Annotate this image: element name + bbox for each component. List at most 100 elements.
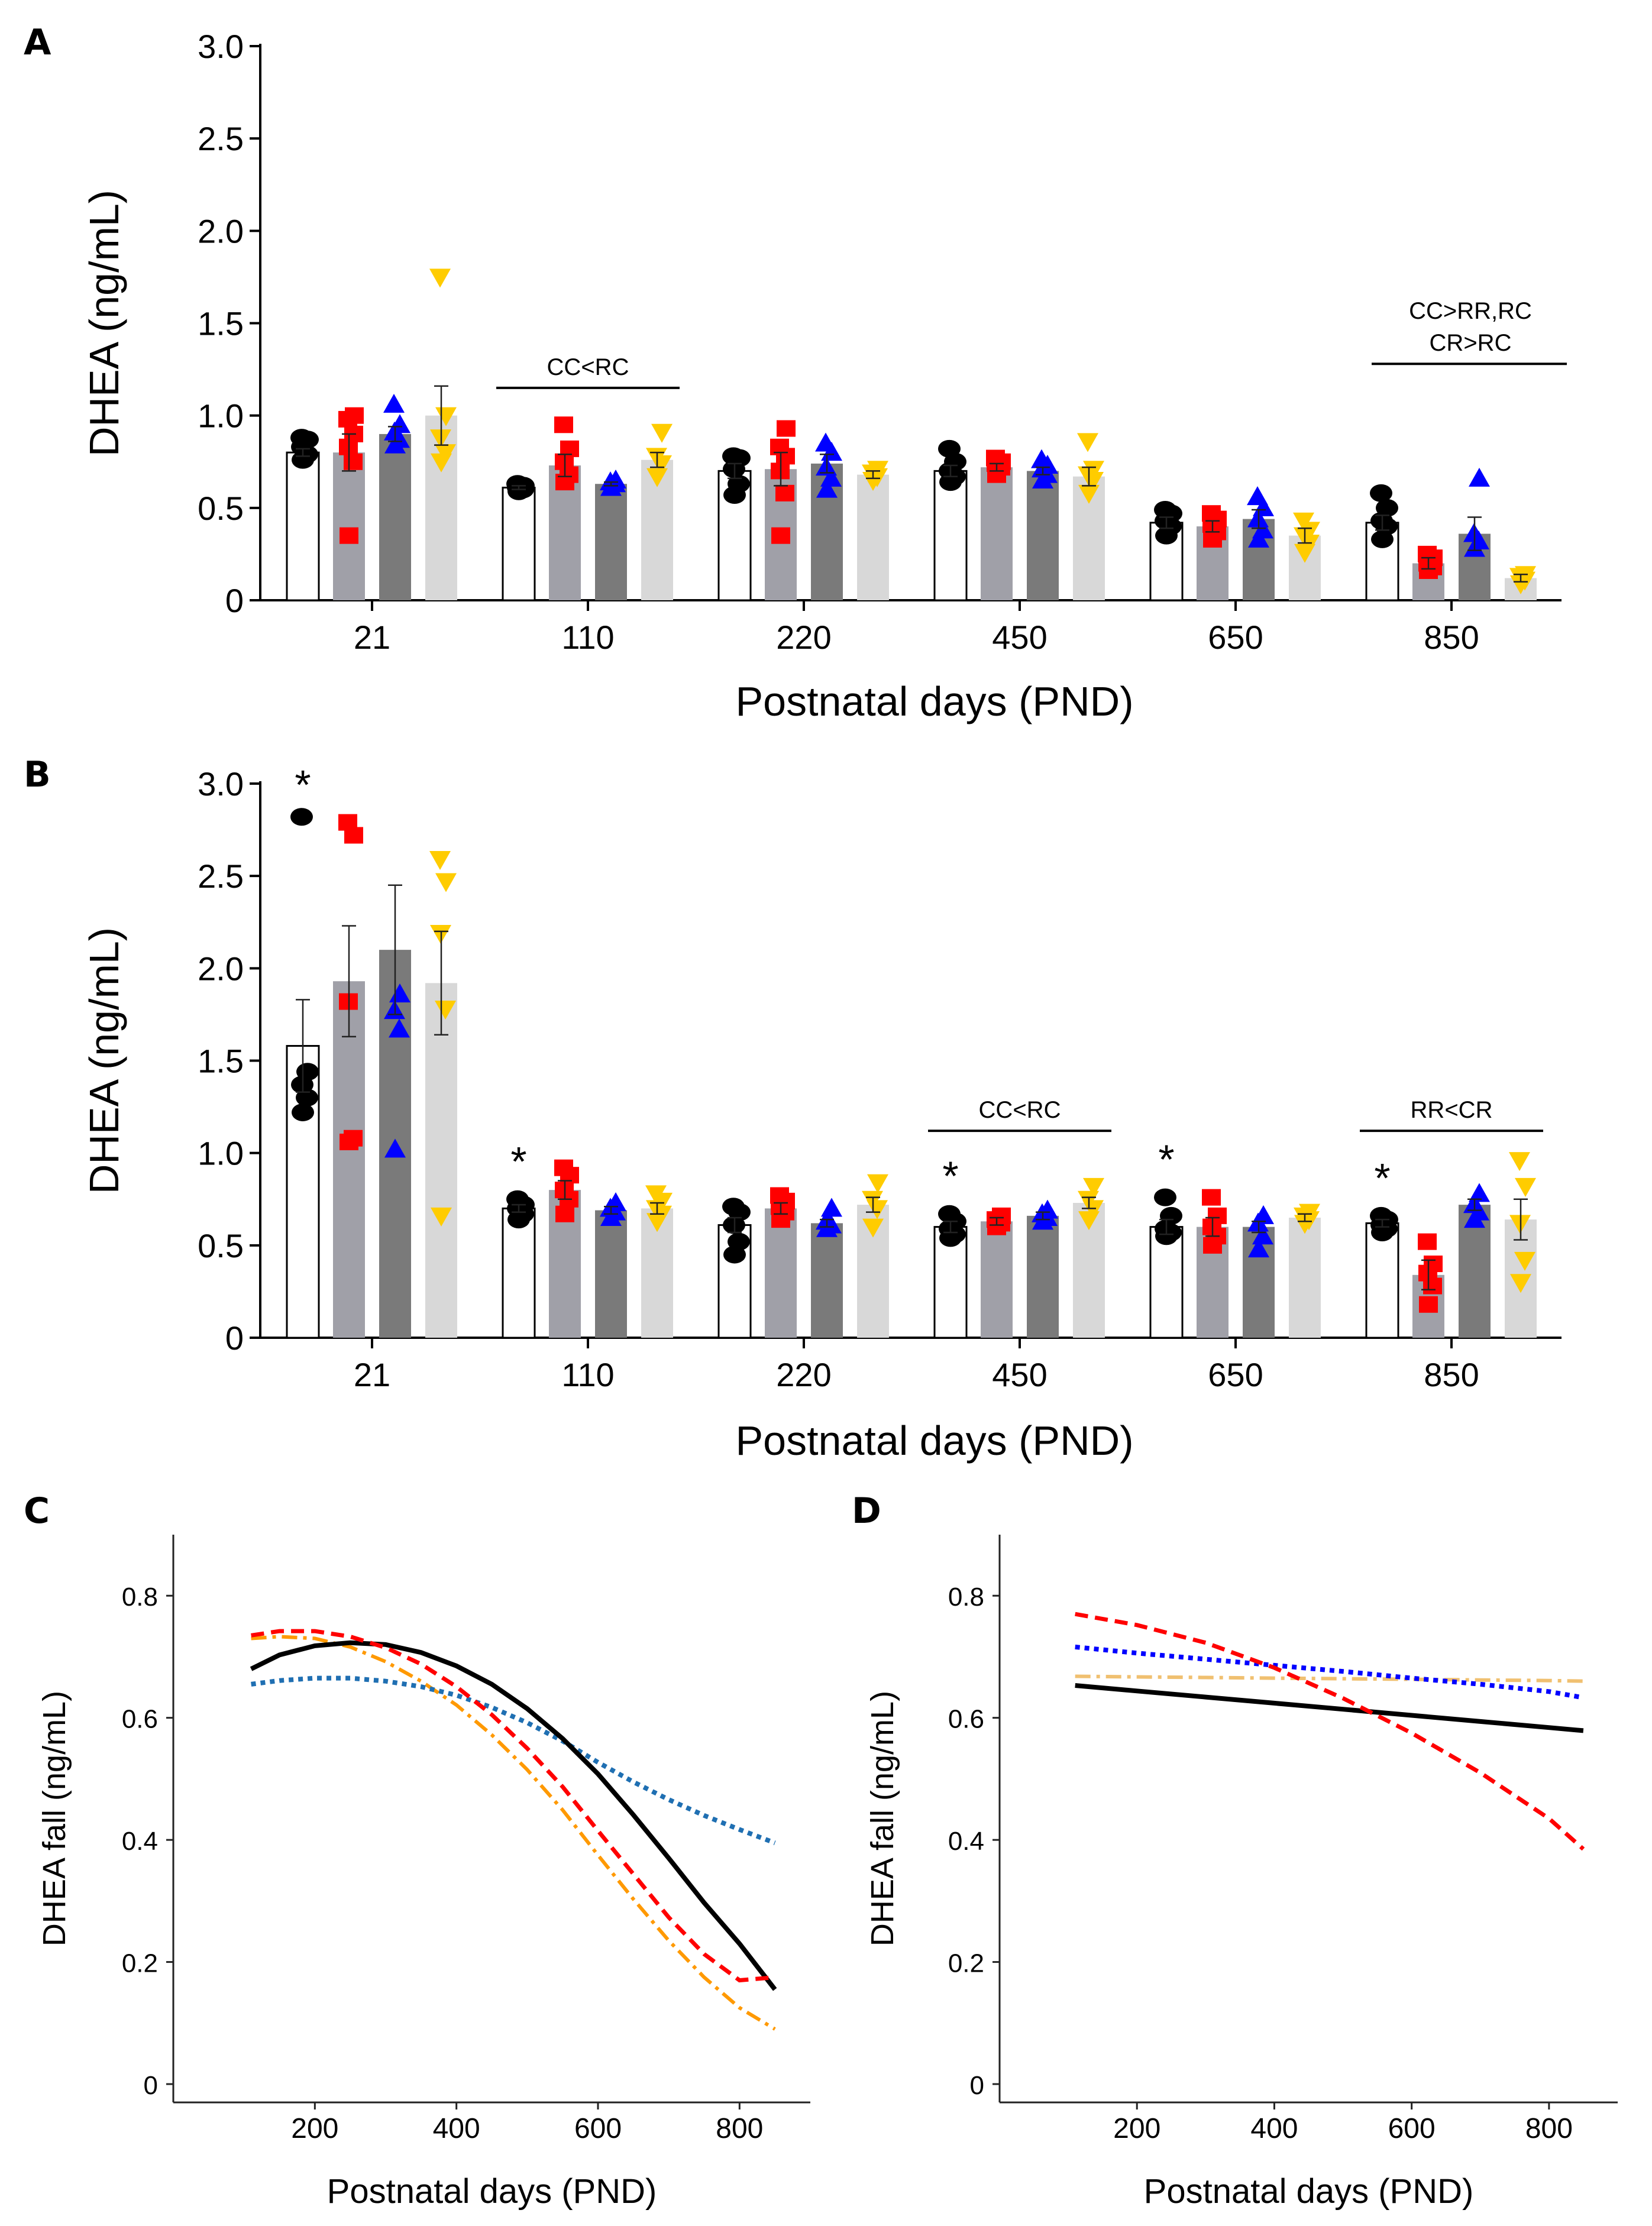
bar-rc [379,433,411,600]
significance-star: * [295,762,311,808]
y-tick-label: 1.5 [198,1043,244,1080]
x-tick-label: 21 [354,619,390,656]
data-point-rr [1515,566,1536,585]
data-point-rc [1253,1205,1274,1224]
data-point-cr [338,814,357,831]
y-tick-label: 1.5 [198,305,244,342]
x-tick-label: 850 [1424,619,1479,656]
bar-cr [981,467,1013,600]
x-tick-label: 650 [1208,1356,1263,1393]
data-point-cr [1418,545,1437,562]
data-point-cc [938,439,961,458]
data-point-cr [1418,1233,1437,1250]
bar-cc [933,470,968,601]
panel-a-bar-chart: A 0 0.5 1.0 1.5 2.0 2.5 3.0 DHEA (ng/mL) Postnata… [24,22,1567,724]
y-tick-label: 0.5 [198,1227,244,1264]
data-point-cr [775,484,794,502]
data-point-cc [506,475,529,493]
bar-cr [333,981,365,1338]
bar-cr [981,1221,1013,1338]
y-tick-label: 0.4 [122,1827,158,1856]
x-tick-label: 600 [574,2113,622,2144]
significance-label: CC<RC [547,354,629,380]
data-point-rc [815,432,836,452]
data-point-cr [1419,1296,1438,1313]
x-tick-label: 800 [716,2113,763,2144]
data-point-cc [506,1190,529,1208]
x-tick-label: 850 [1424,1356,1479,1393]
data-point-rr [1293,512,1314,532]
bar-cr [333,452,365,600]
y-tick-label: 0.2 [122,1949,158,1978]
x-axis-title: Postnatal days (PND) [327,2172,657,2211]
bar-cc [502,486,536,601]
data-point-rc [383,393,405,413]
data-point-rc [1031,449,1052,468]
data-point-cc [938,1205,961,1223]
data-point-cc [728,475,750,493]
significance-star: * [1158,1137,1174,1183]
data-point-rr [1077,433,1098,452]
y-tick-label: 0.2 [948,1949,984,1978]
data-point-rr [429,851,451,871]
x-tick-label: 110 [561,1356,614,1393]
y-tick-label: 1.0 [198,1135,244,1172]
data-point-rr [435,1001,456,1020]
data-point-cr [1202,1189,1221,1206]
fit-line-cr [251,1629,775,1983]
bar-rr [425,983,457,1338]
data-point-cr [1202,505,1221,522]
x-tick-label: 450 [992,1356,1047,1393]
data-point-rr [435,444,456,464]
fit-line-cr [1075,1612,1585,1851]
bar-cc [1365,1222,1399,1339]
x-axis-title: Postnatal days (PND) [1144,2172,1474,2211]
bar-rc [595,1210,627,1338]
data-point-rr [1509,1152,1530,1172]
data-point-cc [722,1198,745,1216]
data-point-rc [1469,467,1490,487]
data-point-cc [728,1232,750,1251]
data-point-rr [651,423,673,443]
data-point-cc [1370,484,1392,502]
fit-line-rr [251,1635,776,2031]
data-point-cr [777,420,796,437]
significance-label: CC<RC [979,1097,1061,1123]
data-point-rc [384,1138,406,1158]
data-point-cc [722,447,745,465]
panel-letter: C [24,1490,50,1532]
data-point-rr [1078,484,1100,504]
data-point-cr [1208,1207,1227,1224]
data-point-cc [1160,1206,1182,1225]
x-tick-label: 21 [354,1356,390,1393]
data-point-rc [1248,1238,1269,1258]
data-point-rr [867,1174,888,1193]
bar-rc [595,484,627,600]
y-axis-title: DHEA fall (ng/mL) [37,1691,72,1946]
x-tick-label: 400 [433,2113,480,2144]
significance-star: * [510,1138,526,1185]
data-point-cr [554,416,573,433]
data-point-rc [1469,1183,1490,1202]
fit-line-cc [1075,1683,1584,1733]
data-point-cc [1154,500,1176,519]
y-tick-label: 0 [144,2071,158,2100]
y-tick-label: 0.8 [948,1583,984,1612]
y-tick-label: 3.0 [198,28,244,65]
fit-line-cc [250,1640,777,1991]
data-point-cr [770,1187,789,1204]
data-point-rc [816,478,838,498]
data-point-cc [1376,499,1398,517]
data-point-rc [820,467,842,487]
fit-line-rc [1075,1644,1584,1700]
y-tick-label: 0.8 [122,1583,158,1612]
x-tick-label: 650 [1208,619,1263,656]
panel-letter: B [24,754,51,795]
data-point-cr [992,1207,1011,1224]
data-point-cc [1370,1206,1392,1225]
y-tick-label: 2.5 [198,858,244,895]
bar-rc [1027,1215,1059,1338]
data-point-rr [645,1185,667,1205]
significance-label: CC>RR,RC [1409,298,1532,324]
